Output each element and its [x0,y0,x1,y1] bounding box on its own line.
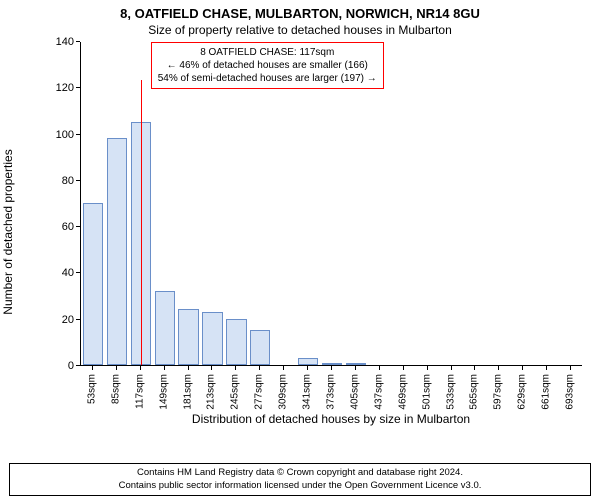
histogram-bar [346,363,366,365]
chart-title-line1: 8, OATFIELD CHASE, MULBARTON, NORWICH, N… [0,0,600,21]
x-tick-mark [188,366,189,370]
x-tick-mark [235,366,236,370]
y-tick-label: 140 [56,36,74,48]
x-tick-mark [140,366,141,370]
x-tick-label: 341sqm [302,374,313,410]
x-tick-label: 597sqm [493,374,504,410]
x-tick-mark [116,366,117,370]
x-tick-mark [403,366,404,370]
x-ticks: Distribution of detached houses by size … [80,366,582,422]
y-tick-label: 80 [62,175,74,187]
x-tick-mark [355,366,356,370]
histogram-bar [202,312,222,365]
x-tick-label: 149sqm [158,374,169,410]
annotation-line2: ← 46% of detached houses are smaller (16… [158,59,377,72]
x-tick-mark [570,366,571,370]
x-tick-mark [331,366,332,370]
y-tick-label: 20 [62,314,74,326]
y-tick-label: 60 [62,221,74,233]
x-tick-label: 501sqm [421,374,432,410]
histogram-bar [298,358,318,365]
x-tick-label: 117sqm [134,374,145,409]
x-tick-mark [307,366,308,370]
x-tick-mark [427,366,428,370]
x-tick-label: 277sqm [254,374,265,410]
x-tick-mark [546,366,547,370]
x-tick-label: 181sqm [182,374,193,410]
x-tick-mark [522,366,523,370]
x-tick-mark [92,366,93,370]
y-ticks: 020406080100120140 [48,42,80,366]
y-tick-label: 120 [56,82,74,94]
x-tick-label: 565sqm [469,374,480,410]
plot-area: 8 OATFIELD CHASE: 117sqm← 46% of detache… [80,42,582,366]
x-tick-mark [211,366,212,370]
y-tick-label: 0 [68,360,74,372]
x-tick-label: 693sqm [565,374,576,410]
chart-container: 8, OATFIELD CHASE, MULBARTON, NORWICH, N… [0,0,600,500]
histogram-bar [83,203,103,365]
x-tick-mark [474,366,475,370]
annotation-box: 8 OATFIELD CHASE: 117sqm← 46% of detache… [151,42,384,89]
x-tick-label: 533sqm [445,374,456,410]
annotation-line1: 8 OATFIELD CHASE: 117sqm [158,46,377,59]
x-axis-label: Distribution of detached houses by size … [192,412,470,426]
x-tick-mark [283,366,284,370]
histogram-bar [250,330,270,365]
chart-title-line2: Size of property relative to detached ho… [0,21,600,37]
histogram-bar [178,309,198,365]
plot-outer: Number of detached properties 0204060801… [48,42,586,422]
x-tick-label: 373sqm [326,374,337,410]
x-tick-label: 629sqm [517,374,528,410]
histogram-bar [226,319,246,365]
y-tick-label: 100 [56,129,74,141]
x-tick-label: 85sqm [110,374,121,404]
x-tick-label: 405sqm [349,374,360,410]
y-axis-label: Number of detached properties [1,149,15,314]
x-tick-mark [379,366,380,370]
x-tick-label: 469sqm [397,374,408,410]
footer-line2: Contains public sector information licen… [10,480,590,492]
annotation-line3: 54% of semi-detached houses are larger (… [158,72,377,85]
x-tick-mark [164,366,165,370]
x-tick-label: 661sqm [541,374,552,410]
footer-line1: Contains HM Land Registry data © Crown c… [10,467,590,479]
x-tick-mark [451,366,452,370]
x-tick-mark [498,366,499,370]
x-tick-label: 213sqm [206,374,217,410]
marker-line [141,80,142,365]
x-tick-label: 437sqm [373,374,384,410]
histogram-bar [322,363,342,365]
footer-box: Contains HM Land Registry data © Crown c… [9,463,591,496]
y-tick-label: 40 [62,267,74,279]
histogram-bar [155,291,175,365]
x-tick-label: 53sqm [86,374,97,404]
histogram-bar [107,138,127,365]
x-tick-mark [259,366,260,370]
x-tick-label: 245sqm [230,374,241,410]
x-tick-label: 309sqm [278,374,289,410]
